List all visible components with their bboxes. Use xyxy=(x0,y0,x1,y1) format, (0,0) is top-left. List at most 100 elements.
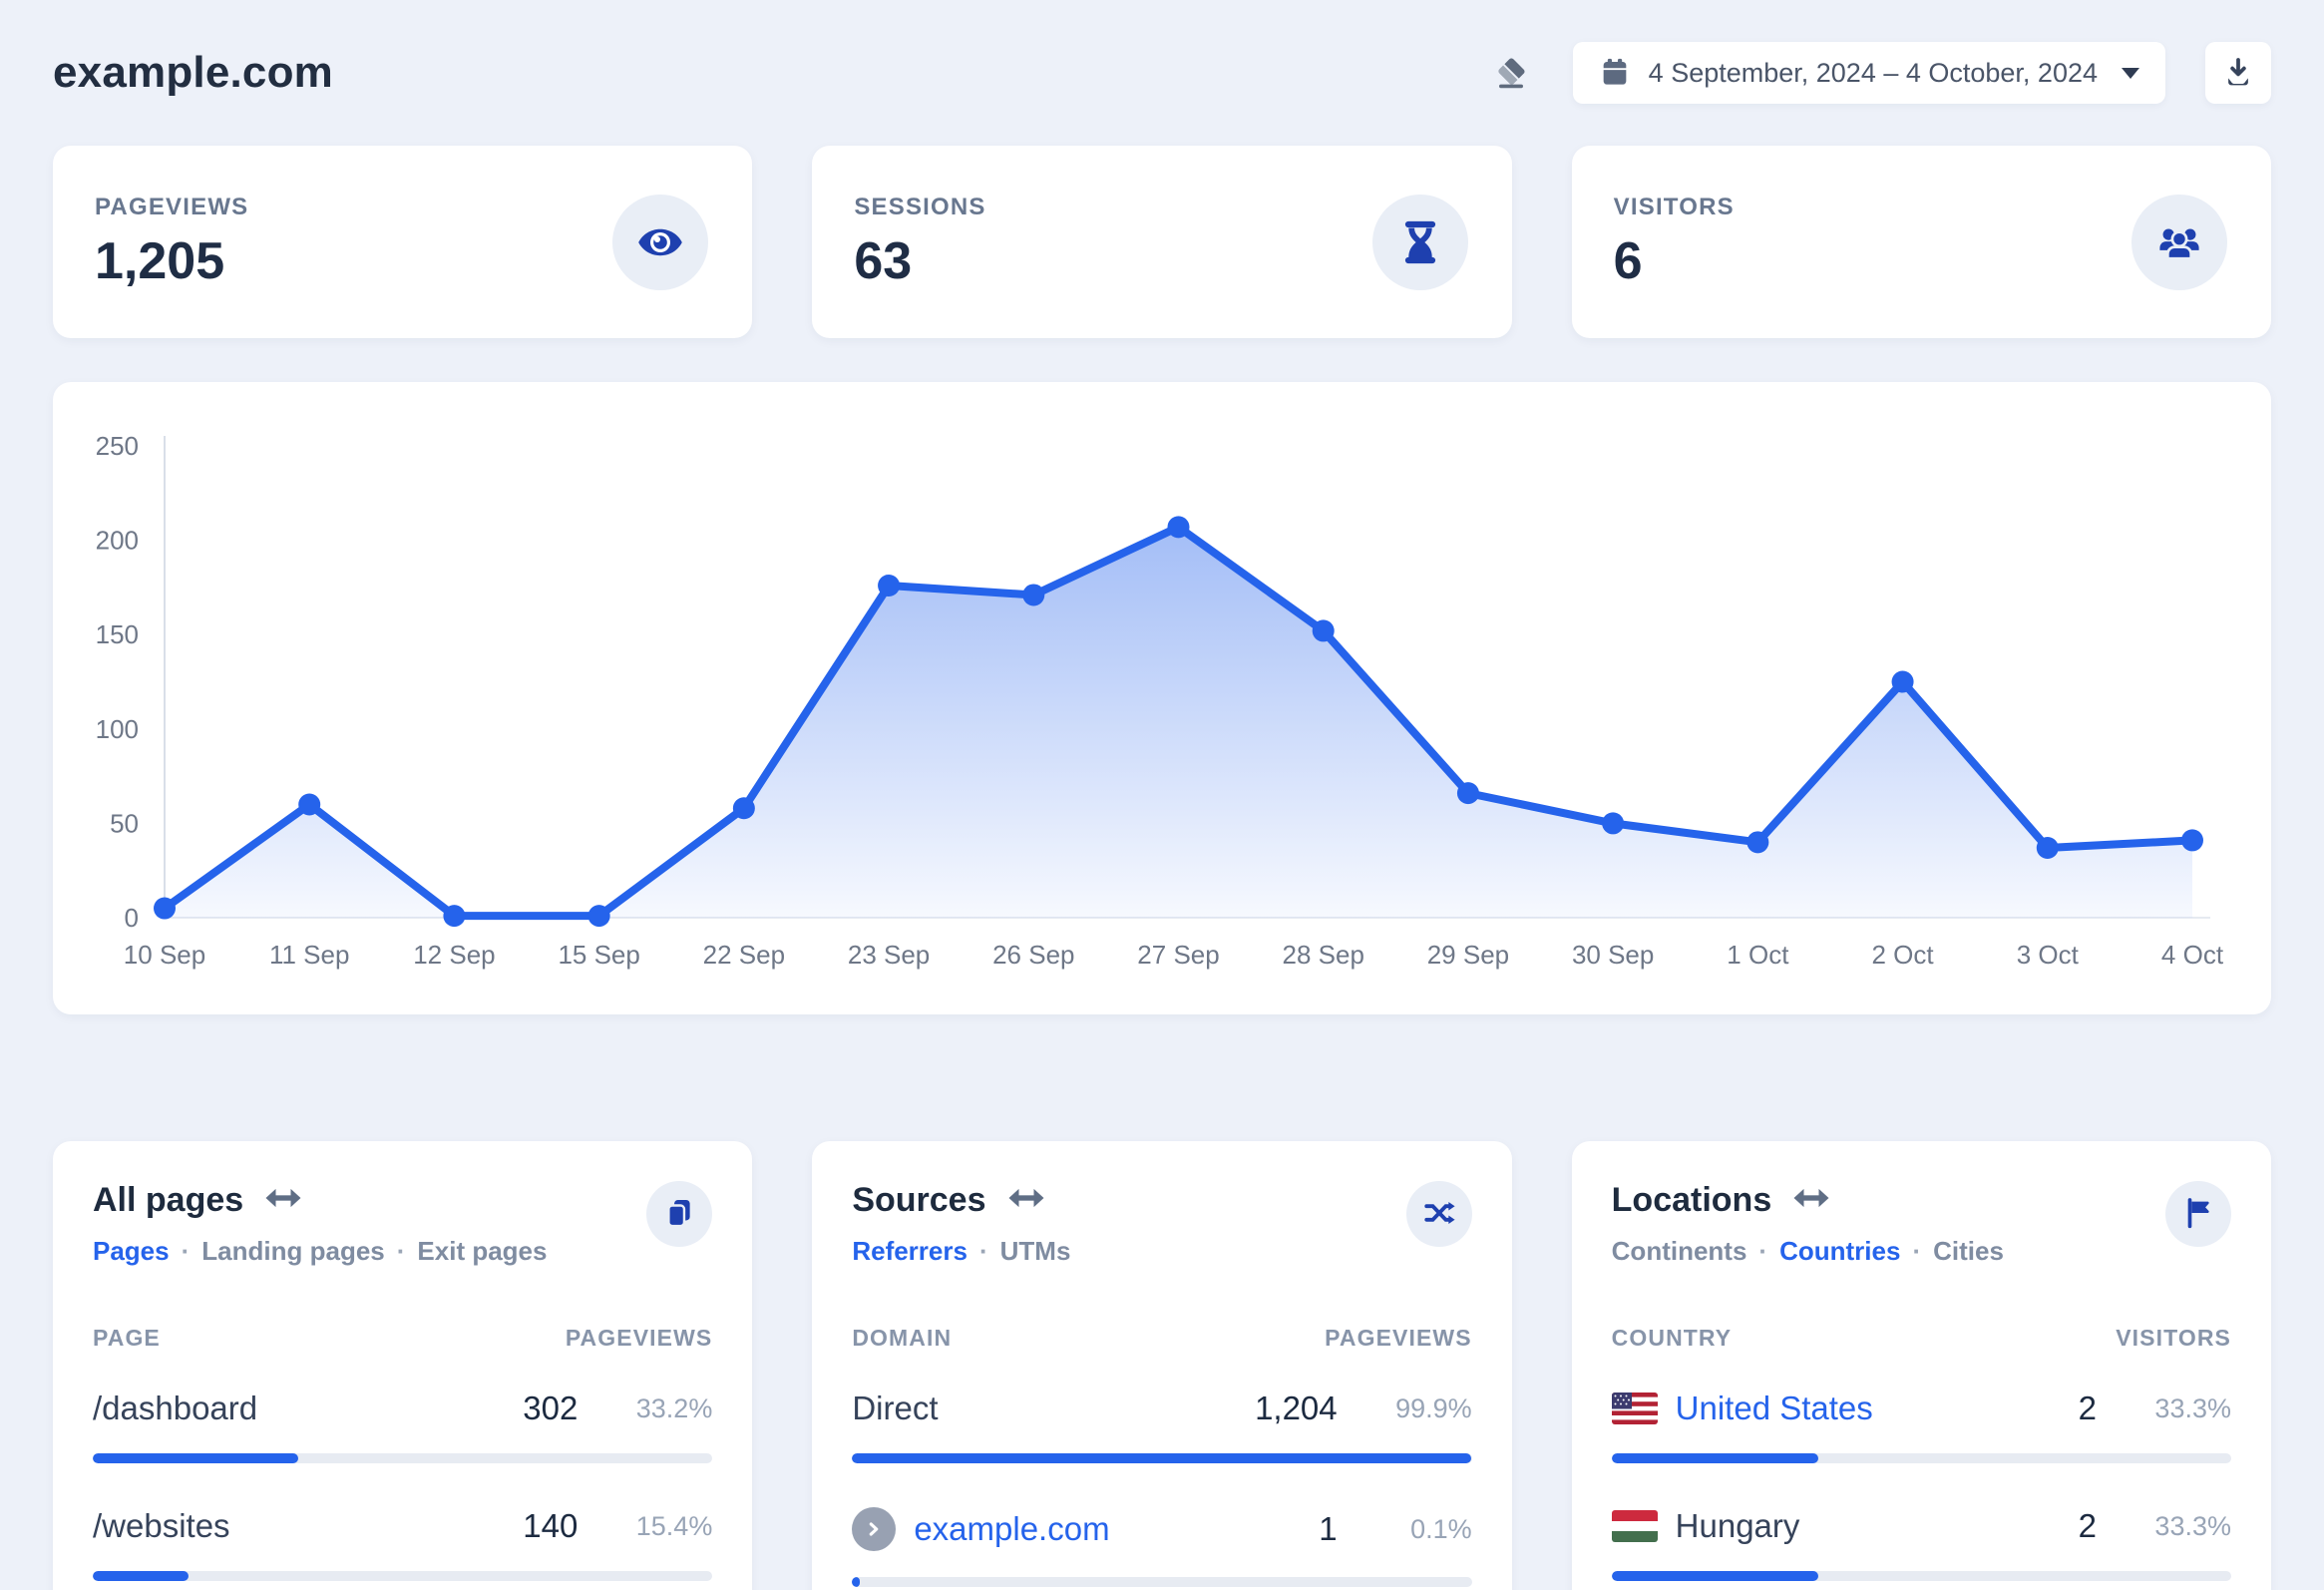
card-title: All pages xyxy=(93,1181,244,1219)
locations-detail-button[interactable] xyxy=(2164,1181,2231,1247)
row-percent: 0.1% xyxy=(1410,1513,1472,1544)
column-header-left: PAGE xyxy=(93,1325,161,1351)
x-axis-label: 12 Sep xyxy=(413,940,495,970)
tab-separator: · xyxy=(1912,1236,1922,1266)
x-axis-label: 11 Sep xyxy=(269,940,349,970)
chart-point xyxy=(1456,782,1479,805)
y-axis-label: 250 xyxy=(96,431,139,461)
swap-arrow-icon xyxy=(263,1185,303,1216)
row-name-text: Hungary xyxy=(1675,1507,1800,1544)
row-percent: 99.9% xyxy=(1395,1392,1472,1423)
tab-referrers[interactable]: Referrers xyxy=(852,1236,968,1266)
download-button[interactable] xyxy=(2205,42,2271,104)
all-pages-card: All pages Pages · Landing pages · Exit p… xyxy=(53,1141,753,1590)
swap-arrow-icon xyxy=(1791,1185,1831,1216)
row-value: 1 xyxy=(1319,1510,1338,1547)
stat-value: 6 xyxy=(1613,231,1643,290)
date-range-button[interactable]: 4 September, 2024 – 4 October, 2024 xyxy=(1572,42,2165,104)
copy-pages-icon xyxy=(662,1196,696,1233)
pages-detail-button[interactable] xyxy=(646,1181,713,1247)
y-axis-label: 0 xyxy=(125,903,139,933)
stat-value: 1,205 xyxy=(95,231,225,290)
x-axis-label: 4 Oct xyxy=(2161,940,2224,970)
swap-arrow-icon xyxy=(1006,1185,1046,1216)
x-axis-label: 28 Sep xyxy=(1283,940,1364,970)
row-name-link[interactable]: United States xyxy=(1611,1390,2079,1427)
card-title: Locations xyxy=(1611,1181,1772,1219)
row-name-text: United States xyxy=(1675,1390,1873,1426)
shuffle-icon xyxy=(1422,1196,1456,1233)
sources-tabs: Referrers · UTMs xyxy=(852,1236,1070,1267)
sources-card: Sources Referrers · UTMs xyxy=(812,1141,1512,1590)
stat-text: PAGEVIEWS 1,205 xyxy=(95,194,248,291)
tab-cities[interactable]: Cities xyxy=(1933,1236,2004,1266)
chevron-down-icon xyxy=(2122,67,2139,79)
table-row: /websites 140 15.4% xyxy=(93,1507,713,1581)
row-name: /dashboard xyxy=(93,1390,258,1426)
row-value: 1,204 xyxy=(1255,1390,1338,1426)
chart-point xyxy=(1022,584,1045,606)
chart-point xyxy=(732,797,755,820)
eraser-icon xyxy=(1493,54,1529,93)
progress-bar xyxy=(1611,1571,2231,1581)
tab-utms[interactable]: UTMs xyxy=(999,1236,1071,1266)
tab-separator: · xyxy=(181,1236,191,1266)
x-axis-label: 2 Oct xyxy=(1872,940,1935,970)
row-value: 140 xyxy=(523,1507,579,1544)
column-header-right: PAGEVIEWS xyxy=(1325,1325,1472,1351)
column-header-left: COUNTRY xyxy=(1611,1325,1733,1351)
y-axis-label: 150 xyxy=(96,619,139,649)
chart-point xyxy=(1891,670,1914,693)
row-percent: 33.2% xyxy=(635,1392,713,1423)
tab-pages[interactable]: Pages xyxy=(93,1236,170,1266)
row-value: 302 xyxy=(523,1390,579,1426)
x-axis-label: 1 Oct xyxy=(1727,940,1789,970)
row-value: 2 xyxy=(2078,1507,2097,1544)
column-header-left: DOMAIN xyxy=(852,1325,953,1351)
stat-card-visitors: VISITORS 6 xyxy=(1571,146,2271,338)
tab-landing-pages[interactable]: Landing pages xyxy=(201,1236,385,1266)
row-name-text: example.com xyxy=(914,1510,1110,1547)
table-row: Direct 1,204 99.9% xyxy=(852,1390,1472,1463)
tab-continents[interactable]: Continents xyxy=(1611,1236,1747,1266)
x-axis-label: 30 Sep xyxy=(1572,940,1654,970)
tables-row: All pages Pages · Landing pages · Exit p… xyxy=(53,1141,2271,1590)
date-range-label: 4 September, 2024 – 4 October, 2024 xyxy=(1648,57,2098,88)
chart-point xyxy=(298,793,321,816)
hungary-flag-icon xyxy=(1611,1510,1658,1542)
locations-card: Locations Continents · Countries · Citie… xyxy=(1571,1141,2271,1590)
table-row: Hungary 2 33.3% xyxy=(1611,1507,2231,1581)
chart-point xyxy=(1746,831,1769,854)
stats-row: PAGEVIEWS 1,205 SESSIONS 63 xyxy=(53,146,2271,338)
people-icon xyxy=(2130,194,2227,290)
download-icon xyxy=(2222,56,2254,91)
stat-label: PAGEVIEWS xyxy=(95,193,249,220)
row-percent: 33.3% xyxy=(2154,1510,2231,1541)
row-name: Direct xyxy=(852,1390,939,1426)
row-percent: 15.4% xyxy=(635,1510,713,1541)
locations-tabs: Continents · Countries · Cities xyxy=(1612,1236,2004,1267)
progress-bar xyxy=(93,1571,713,1581)
chart-point xyxy=(878,575,901,597)
stat-label: VISITORS xyxy=(1613,193,1735,220)
header: example.com xyxy=(53,0,2271,146)
progress-bar xyxy=(852,1577,1472,1587)
column-header-right: VISITORS xyxy=(2116,1325,2231,1351)
chart-point xyxy=(2181,829,2203,852)
column-header-right: PAGEVIEWS xyxy=(565,1325,713,1351)
tab-separator: · xyxy=(1758,1236,1768,1266)
flag-icon xyxy=(2181,1196,2215,1233)
stat-value: 63 xyxy=(854,231,913,290)
x-axis-label: 27 Sep xyxy=(1137,940,1219,970)
sources-detail-button[interactable] xyxy=(1405,1181,1472,1247)
clear-filters-button[interactable] xyxy=(1489,51,1533,95)
row-name-link[interactable]: example.com xyxy=(852,1507,1319,1551)
chart-point xyxy=(1312,619,1335,642)
tab-exit-pages[interactable]: Exit pages xyxy=(417,1236,548,1266)
chart-point xyxy=(2036,836,2059,859)
tab-countries[interactable]: Countries xyxy=(1779,1236,1901,1266)
x-axis-label: 26 Sep xyxy=(992,940,1074,970)
stat-card-pageviews: PAGEVIEWS 1,205 xyxy=(53,146,753,338)
table-row: /dashboard 302 33.2% xyxy=(93,1390,713,1463)
